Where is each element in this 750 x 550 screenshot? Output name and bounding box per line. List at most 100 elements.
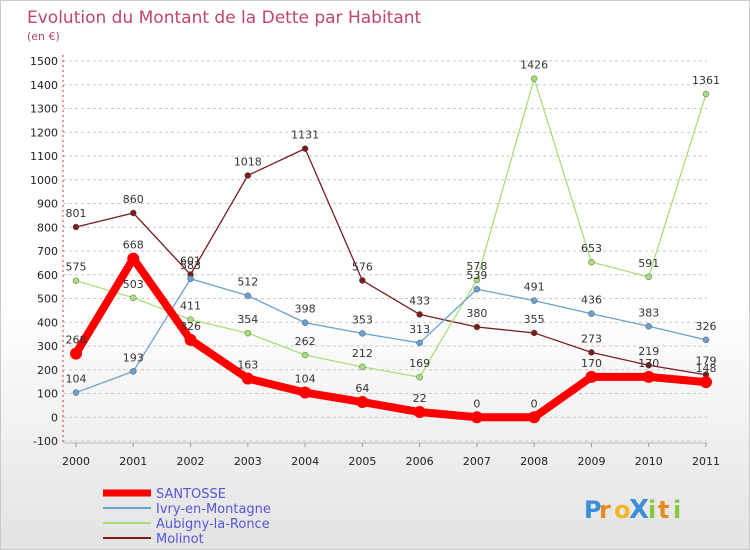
x-tick-label: 2009: [577, 455, 605, 468]
y-tick-label: 600: [37, 269, 58, 282]
data-label: 539: [466, 269, 487, 282]
series-line: [75, 147, 707, 376]
data-point: [645, 323, 652, 330]
x-tick-label: 2005: [348, 455, 376, 468]
y-tick-label: 1100: [30, 150, 58, 163]
data-point: [299, 386, 312, 399]
data-label: 383: [638, 306, 659, 319]
data-point: [187, 316, 194, 323]
data-point: [416, 339, 423, 347]
data-label: 653: [581, 242, 602, 255]
data-label: 601: [180, 255, 201, 268]
data-point: [244, 292, 252, 299]
data-point: [72, 223, 80, 231]
data-label: 193: [123, 351, 144, 364]
y-tick-label: 800: [37, 221, 58, 234]
grid: [63, 60, 707, 442]
data-label: 313: [409, 323, 430, 336]
y-tick-label: 900: [37, 198, 58, 211]
series-santosse: [70, 252, 712, 424]
chart-title: Evolution du Montant de la Dette par Hab…: [27, 8, 422, 28]
x-tick-label: 2010: [635, 455, 663, 468]
data-point: [359, 330, 366, 337]
logo-letter: i: [648, 496, 656, 524]
data-point: [72, 277, 80, 284]
data-point: [530, 297, 538, 304]
legend-label: Ivry-en-Montagne: [156, 502, 271, 517]
data-label: 1131: [291, 129, 319, 142]
data-point: [130, 209, 137, 217]
y-tick-label: 0: [51, 411, 58, 424]
data-point: [72, 389, 80, 396]
chart-subtitle: (en €): [27, 30, 60, 43]
logo-letter: o: [614, 496, 631, 524]
data-label: 668: [123, 239, 144, 252]
data-label: 411: [180, 300, 201, 313]
data-label: 591: [638, 257, 659, 270]
data-label: 575: [66, 261, 87, 274]
data-label: 436: [581, 294, 602, 307]
data-point: [359, 363, 366, 371]
data-point: [413, 406, 426, 419]
y-tick-label: 1200: [30, 126, 58, 139]
data-label: 326: [180, 320, 201, 333]
data-point: [588, 349, 595, 356]
logo-letter: t: [658, 496, 669, 524]
data-point: [70, 347, 82, 360]
data-label: 170: [638, 357, 659, 370]
data-point: [530, 329, 538, 337]
y-tick-label: 400: [37, 316, 58, 329]
data-label: 354: [237, 313, 258, 326]
data-point: [528, 411, 541, 424]
data-point: [356, 396, 369, 409]
data-point: [645, 273, 652, 281]
data-labels: 801 860 601 1018 1131 576 433 380 355 273 219 179 57…: [66, 59, 721, 411]
data-point: [530, 75, 538, 82]
series-molinot: [72, 145, 710, 378]
data-label: 273: [581, 332, 602, 345]
data-point: [470, 411, 483, 424]
legend: SANTOSSEIvry-en-MontagneAubigny-la-Ronce…: [103, 487, 271, 547]
data-label: 179: [696, 355, 717, 368]
data-label: 64: [355, 382, 369, 395]
legend-label: Aubigny-la-Ronce: [156, 517, 270, 532]
y-tick-label: 1300: [30, 103, 58, 116]
data-label: 398: [295, 303, 316, 316]
data-point: [130, 294, 137, 302]
logo-letter: i: [673, 496, 681, 524]
logo-letter: r: [599, 496, 611, 524]
series-line: [75, 278, 707, 394]
data-label: 212: [352, 347, 373, 360]
x-tick-label: 2003: [234, 455, 262, 468]
data-point: [130, 368, 137, 375]
y-tick-label: 1400: [30, 79, 58, 92]
data-label: 355: [524, 313, 545, 326]
data-label: 353: [352, 313, 373, 326]
series-line: [75, 77, 707, 378]
data-point: [416, 373, 423, 381]
data-label: 801: [66, 207, 87, 220]
data-point: [702, 336, 710, 344]
x-tick-label: 2000: [62, 455, 90, 468]
data-label: 433: [409, 294, 430, 307]
proxiti-logo: Pr oXi t i: [584, 495, 681, 525]
series-ivry-en-montagne: [72, 275, 710, 396]
data-point: [585, 370, 598, 383]
logo-letter: X: [629, 495, 649, 525]
data-label: 22: [413, 392, 427, 405]
data-label: 219: [638, 345, 659, 358]
data-point: [244, 172, 252, 179]
data-label: 1018: [234, 155, 262, 168]
data-point: [241, 372, 254, 385]
y-tick-label: 500: [37, 293, 58, 306]
data-point: [416, 311, 423, 318]
data-label: 578: [466, 260, 487, 273]
data-point: [301, 145, 309, 152]
data-label: 104: [66, 373, 87, 386]
data-label: 169: [409, 357, 430, 370]
data-point: [244, 329, 252, 337]
data-label: 163: [237, 359, 258, 372]
data-point: [588, 258, 595, 266]
